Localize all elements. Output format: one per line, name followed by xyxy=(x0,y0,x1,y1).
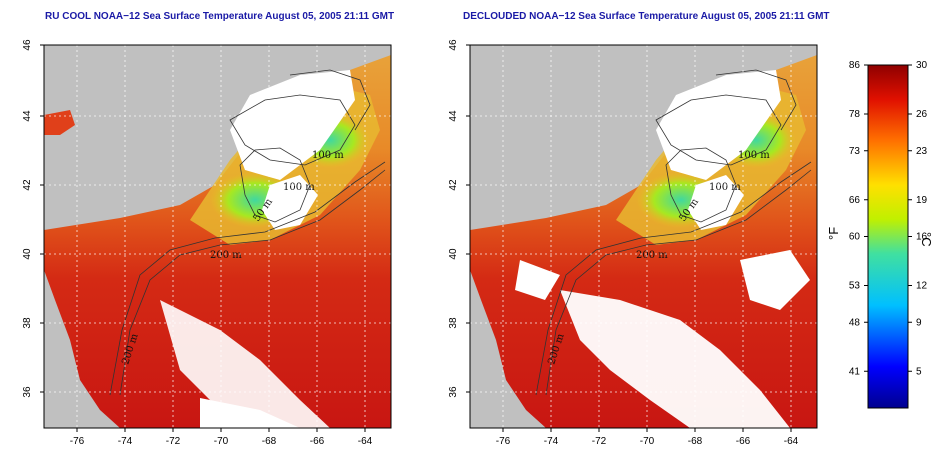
lon-tick-label: -76 xyxy=(70,436,85,447)
lat-tick-label: 44 xyxy=(448,110,459,122)
fahrenheit-tick-label: 53 xyxy=(849,281,861,292)
lon-tick-label: -70 xyxy=(640,436,655,447)
lon-tick-label: -64 xyxy=(784,436,799,447)
lat-tick-label: 44 xyxy=(22,110,33,122)
gulf-of-maine-cloud xyxy=(230,70,355,180)
contour-label: 100 m xyxy=(283,182,315,193)
fahrenheit-tick-label: 78 xyxy=(849,109,861,120)
lat-tick-label: 36 xyxy=(448,386,459,398)
celsius-tick-label: 19 xyxy=(916,195,928,206)
right-panel-title: DECLOUDED NOAA−12 Sea Surface Temperatur… xyxy=(463,11,830,22)
fahrenheit-tick-label: 86 xyxy=(849,60,861,71)
celsius-tick-label: 30 xyxy=(916,60,928,71)
left-map-panel: 100 m 100 m 50 m 200 m 200 m xyxy=(43,44,392,429)
lon-tick-label: -66 xyxy=(310,436,325,447)
lat-tick-label: 38 xyxy=(448,317,459,329)
lat-tick-label: 42 xyxy=(448,179,459,191)
lon-tick-label: -68 xyxy=(688,436,703,447)
fahrenheit-tick-label: 60 xyxy=(849,232,861,243)
map-frame xyxy=(469,44,818,429)
map-frame xyxy=(43,44,392,429)
fahrenheit-tick-label: 41 xyxy=(849,366,861,377)
right-map-panel: 100 m 100 m 50 m 200 m 200 m xyxy=(469,44,818,429)
cloud-patch xyxy=(200,398,300,428)
celsius-tick-label: 9 xyxy=(916,317,922,328)
colorbar-scale xyxy=(867,64,909,409)
depth-contour xyxy=(545,169,812,396)
axis-ticks: -76 -74 -72 -70 -68 -66 -64 46 44 42 40 38 36 -76 -74 -… xyxy=(22,39,799,447)
left-panel-title: RU COOL NOAA−12 Sea Surface Temperature … xyxy=(45,11,395,22)
depth-contour xyxy=(229,94,356,166)
cloud-patch xyxy=(160,300,330,428)
depth-contour xyxy=(655,94,782,166)
celsius-tick-label: 12 xyxy=(916,281,928,292)
coastal-warm-water xyxy=(44,110,75,135)
lat-tick-label: 46 xyxy=(22,39,33,51)
fahrenheit-tick-label: 48 xyxy=(849,317,861,328)
fahrenheit-tick-label: 66 xyxy=(849,195,861,206)
depth-contour xyxy=(665,147,737,223)
colorbar: 86 30 78 26 73 23 66 19 60 16 53 12 48 9 41 5 °F °C xyxy=(826,60,934,409)
decloud-mask xyxy=(515,260,560,300)
lat-tick-label: 36 xyxy=(22,386,33,398)
celsius-tick-label: 5 xyxy=(916,366,922,377)
fahrenheit-label: °F xyxy=(826,227,841,240)
depth-contour xyxy=(119,169,386,396)
lat-tick-label: 40 xyxy=(22,248,33,260)
contour-label: 200 m xyxy=(210,250,242,261)
decloud-mask xyxy=(740,250,810,310)
depth-contour xyxy=(239,147,311,223)
lon-tick-label: -66 xyxy=(736,436,751,447)
lat-tick-label: 40 xyxy=(448,248,459,260)
contour-label: 100 m xyxy=(738,150,770,161)
lon-tick-label: -72 xyxy=(166,436,181,447)
celsius-tick-label: 23 xyxy=(916,146,928,157)
lat-tick-label: 46 xyxy=(448,39,459,51)
decloud-mask xyxy=(560,290,790,428)
lon-tick-label: -64 xyxy=(358,436,373,447)
lon-tick-label: -76 xyxy=(496,436,511,447)
celsius-tick-label: 26 xyxy=(916,109,928,120)
lon-tick-label: -74 xyxy=(544,436,559,447)
colorbar-ticks: 86 30 78 26 73 23 66 19 60 16 53 12 48 9 41 5 xyxy=(849,60,928,377)
celsius-label: °C xyxy=(919,232,934,247)
lon-tick-label: -74 xyxy=(118,436,133,447)
celsius-tick-label: 16 xyxy=(916,232,928,243)
lon-tick-label: -72 xyxy=(592,436,607,447)
map-graticule xyxy=(470,45,817,428)
lon-tick-label: -68 xyxy=(262,436,277,447)
map-graticule xyxy=(44,45,391,428)
lat-tick-label: 42 xyxy=(22,179,33,191)
lon-tick-label: -70 xyxy=(214,436,229,447)
contour-label: 200 m xyxy=(636,250,668,261)
lat-tick-label: 38 xyxy=(22,317,33,329)
fahrenheit-tick-label: 73 xyxy=(849,146,861,157)
depth-contour xyxy=(109,161,386,396)
contour-label: 100 m xyxy=(312,150,344,161)
contour-label: 100 m xyxy=(709,182,741,193)
gulf-of-maine-cloud xyxy=(656,70,781,180)
land-area xyxy=(470,60,566,130)
depth-contour xyxy=(535,161,812,396)
